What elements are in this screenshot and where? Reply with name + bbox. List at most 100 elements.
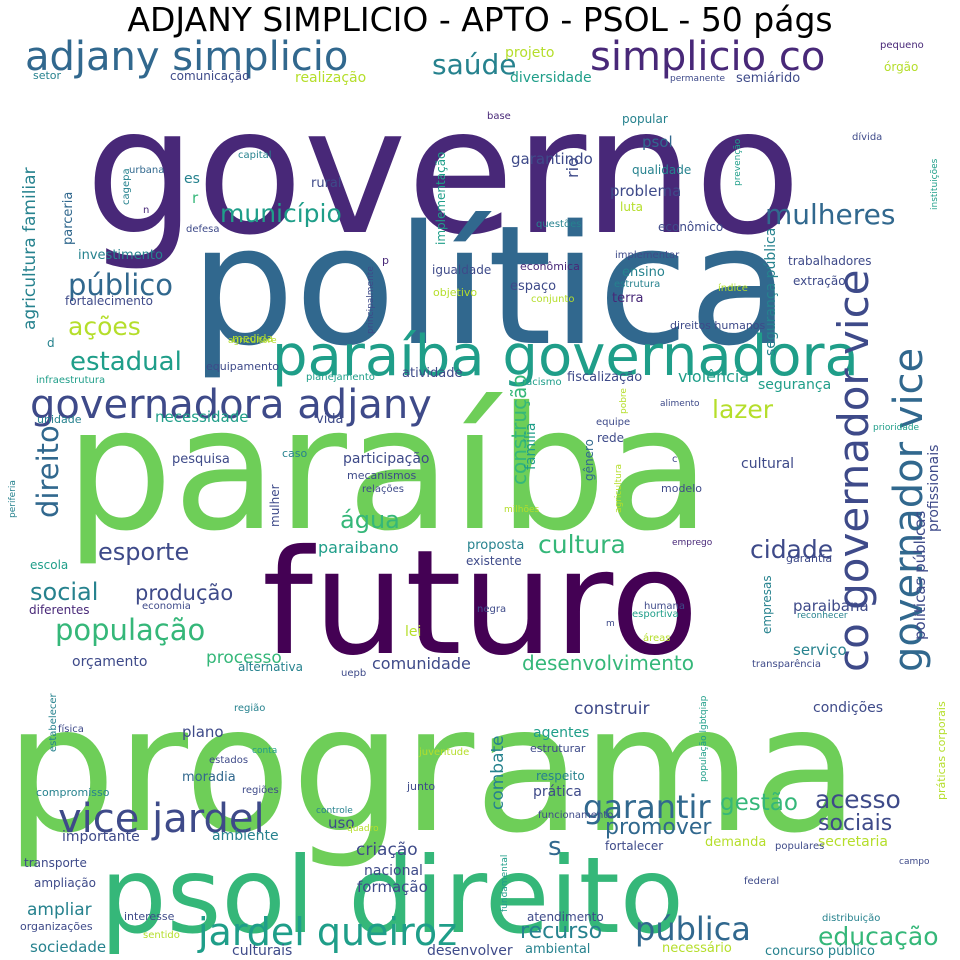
word-106: r xyxy=(192,189,199,207)
word-80: desenvolver xyxy=(427,943,513,959)
word-132: planejamento xyxy=(306,372,375,383)
word-105: es xyxy=(184,171,200,187)
word-126: p xyxy=(382,254,389,267)
word-51: construir xyxy=(574,699,650,719)
word-85: projeto xyxy=(505,45,554,61)
word-185: junto xyxy=(406,780,435,793)
word-115: igualdade xyxy=(432,263,491,277)
word-89: semiárido xyxy=(736,71,800,86)
word-86: diversidade xyxy=(510,70,592,86)
word-98: instituições xyxy=(930,158,940,210)
word-173: estabelecer xyxy=(48,693,59,752)
word-193: ampliação xyxy=(34,876,96,890)
word-129: medida xyxy=(232,332,273,345)
page-title: ADJANY SIMPLICIO - APTO - PSOL - 50 págs xyxy=(127,0,833,39)
word-87: realização xyxy=(295,70,366,86)
word-66: sociedade xyxy=(30,938,106,956)
word-142: vida xyxy=(316,412,344,427)
word-123: objetivo xyxy=(433,286,477,299)
word-109: econômico xyxy=(658,220,723,234)
word-55: orçamento xyxy=(72,654,147,670)
word-178: regiões xyxy=(242,785,279,796)
word-3: futuro xyxy=(262,519,699,688)
word-54: necessidade xyxy=(155,408,248,426)
word-2: paraíba xyxy=(65,371,710,569)
word-157: emprego xyxy=(672,538,713,548)
word-0: governo xyxy=(85,71,801,274)
word-57: garantindo xyxy=(511,150,593,168)
word-176: física xyxy=(58,723,84,735)
word-43: violência xyxy=(678,367,749,386)
word-8: adjany simplicio xyxy=(25,34,348,80)
word-141: unidade xyxy=(37,413,82,426)
word-174: região xyxy=(234,703,265,714)
word-144: gênero xyxy=(582,439,596,481)
word-139: equipe xyxy=(596,417,630,428)
word-116: espaço xyxy=(510,279,556,294)
word-188: quadro xyxy=(347,824,379,834)
word-150: modelo xyxy=(661,482,702,495)
word-163: negra xyxy=(477,604,506,615)
word-131: equipamento xyxy=(206,360,279,373)
word-11: governador vice xyxy=(886,348,932,672)
word-108: luta xyxy=(620,200,643,214)
word-1: política xyxy=(190,190,790,382)
word-146: caso xyxy=(282,447,308,460)
word-30: acesso xyxy=(815,785,901,814)
word-48: cultural xyxy=(741,456,794,472)
word-5: psol direito xyxy=(100,835,684,957)
word-65: ampliar xyxy=(27,900,92,920)
word-195: federal xyxy=(744,876,779,887)
word-125: principalmente xyxy=(366,266,376,334)
word-64: nacional xyxy=(364,863,423,879)
word-154: periferia xyxy=(8,480,18,518)
word-190: populares xyxy=(775,841,824,852)
word-186: funcionamento xyxy=(538,810,613,821)
word-120: trabalhadores xyxy=(788,254,872,268)
word-40: s xyxy=(548,832,562,862)
word-107: base xyxy=(487,111,511,122)
word-49: paraibano xyxy=(318,538,399,557)
word-137: pobre xyxy=(619,388,629,414)
word-161: economia xyxy=(142,601,191,612)
word-155: proposta xyxy=(467,538,524,553)
word-99: prevenção xyxy=(733,138,743,186)
word-52: combate xyxy=(488,735,508,810)
word-44: segurança xyxy=(758,377,831,393)
word-128: agricultore xyxy=(228,336,277,346)
word-101: urbana xyxy=(129,165,164,176)
word-62: criação xyxy=(356,840,418,860)
word-112: n xyxy=(143,205,149,216)
word-6: paraíba governadora xyxy=(272,324,859,389)
word-158: garantia xyxy=(786,552,832,565)
word-183: população lgbtqiap xyxy=(699,695,709,782)
word-147: mecanismos xyxy=(347,469,416,482)
word-168: m xyxy=(606,619,615,629)
word-21: saúde xyxy=(432,48,517,81)
word-196: interesse xyxy=(124,910,175,923)
word-47: profissionais xyxy=(926,445,942,532)
word-162: lei xyxy=(405,624,421,640)
word-95: qualidade xyxy=(632,163,691,177)
word-72: plano xyxy=(182,723,224,741)
word-149: mulher xyxy=(268,484,282,527)
word-78: atendimento xyxy=(527,910,604,924)
word-179: compromisso xyxy=(36,786,110,799)
word-4: programa xyxy=(5,669,859,872)
word-182: respeito xyxy=(536,769,585,783)
word-29: lazer xyxy=(712,395,774,424)
word-31: gestão xyxy=(720,790,798,816)
word-12: vice jardel xyxy=(58,796,265,842)
word-180: juventude xyxy=(418,747,469,758)
word-36: sociais xyxy=(818,811,892,836)
word-92: pequeno xyxy=(880,40,924,51)
word-170: alternativa xyxy=(238,660,303,674)
word-160: diferentes xyxy=(29,603,90,617)
word-118: terra xyxy=(612,291,644,306)
word-13: jardel queiroz xyxy=(197,910,457,954)
word-97: dívida xyxy=(852,131,882,143)
word-50: paraibana xyxy=(793,597,869,615)
word-148: relações xyxy=(362,484,404,495)
word-124: conjunto xyxy=(531,294,574,305)
word-184: práticas corporais xyxy=(935,701,948,800)
